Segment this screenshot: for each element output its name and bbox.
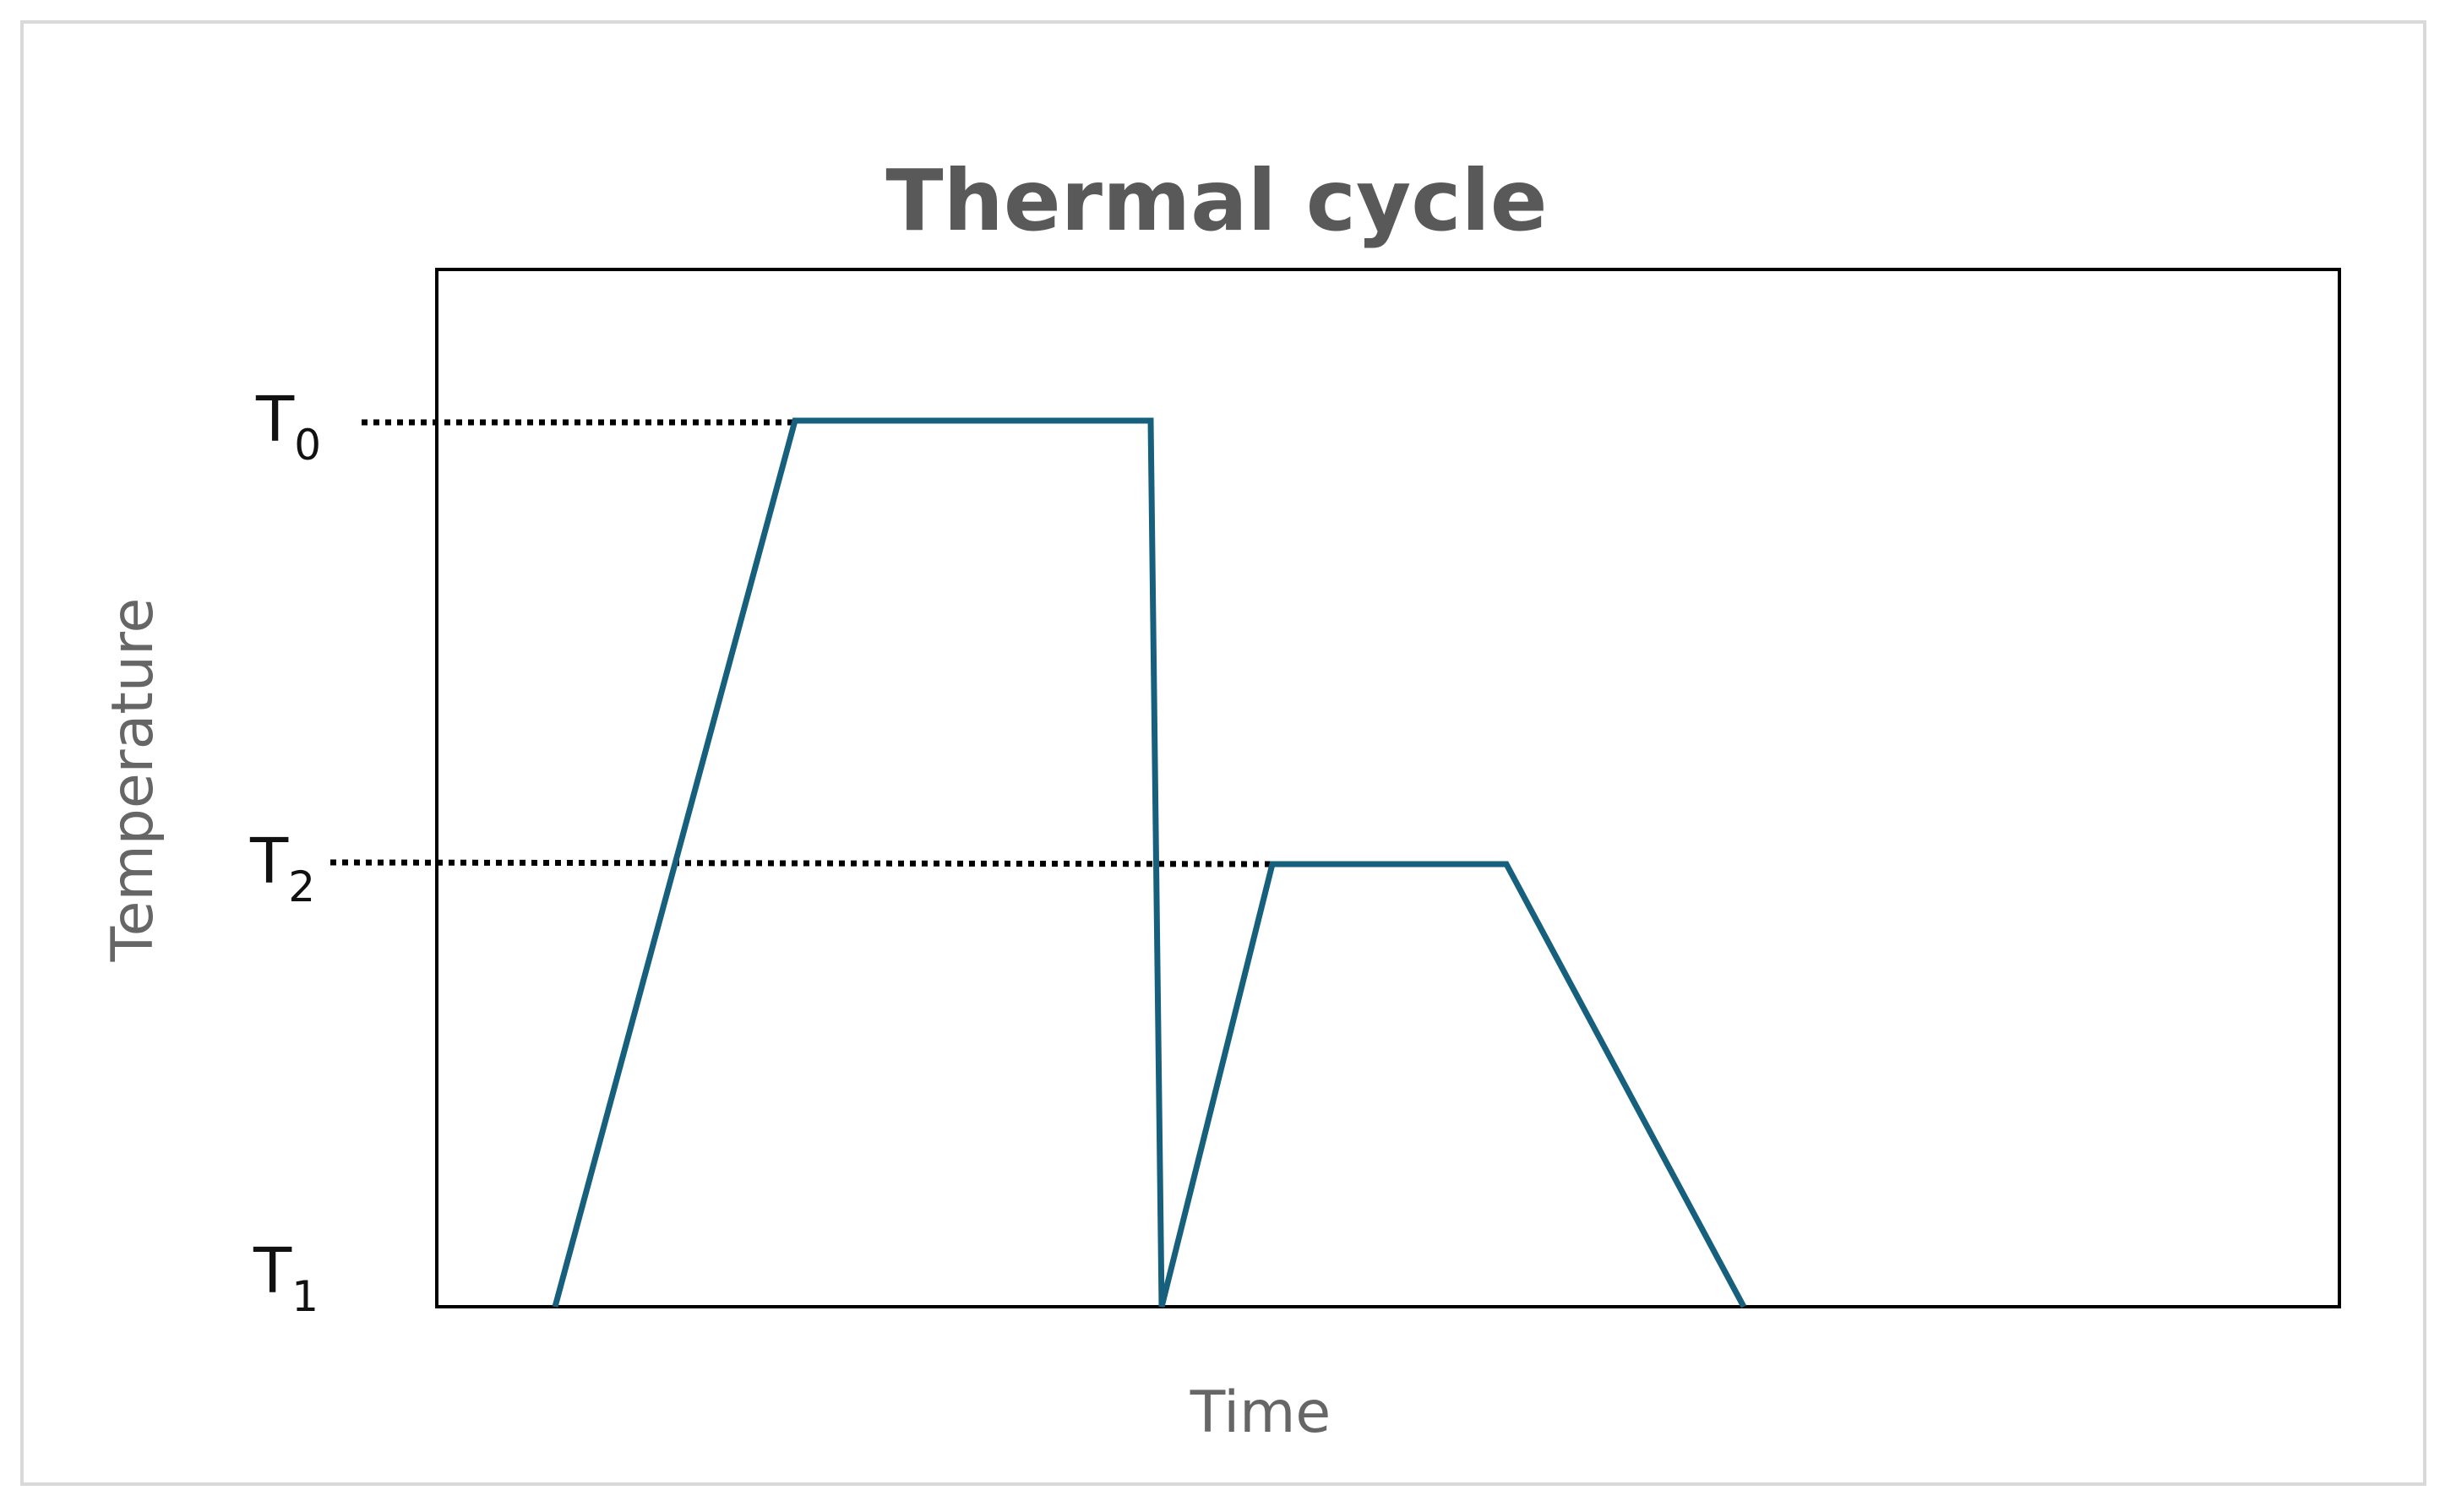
level-guide bbox=[329, 859, 1273, 867]
title: Thermal cycle bbox=[885, 151, 1547, 250]
temperature-profile bbox=[552, 417, 1747, 1308]
level-subscript: 0 bbox=[294, 421, 321, 470]
level-label: T1 bbox=[253, 1235, 319, 1321]
level-base: T bbox=[255, 383, 295, 456]
level-base: T bbox=[253, 1235, 292, 1308]
plot-frame bbox=[435, 268, 2341, 1308]
level-subscript: 1 bbox=[291, 1272, 319, 1321]
level-subscript: 2 bbox=[288, 862, 315, 911]
x-axis-label: Time bbox=[1190, 1379, 1331, 1446]
outer-frame bbox=[20, 20, 2426, 1486]
level-label: T0 bbox=[255, 383, 321, 470]
y-axis-label: Temperature bbox=[100, 598, 166, 963]
level-base: T bbox=[249, 825, 289, 898]
level-label: T2 bbox=[249, 825, 315, 911]
